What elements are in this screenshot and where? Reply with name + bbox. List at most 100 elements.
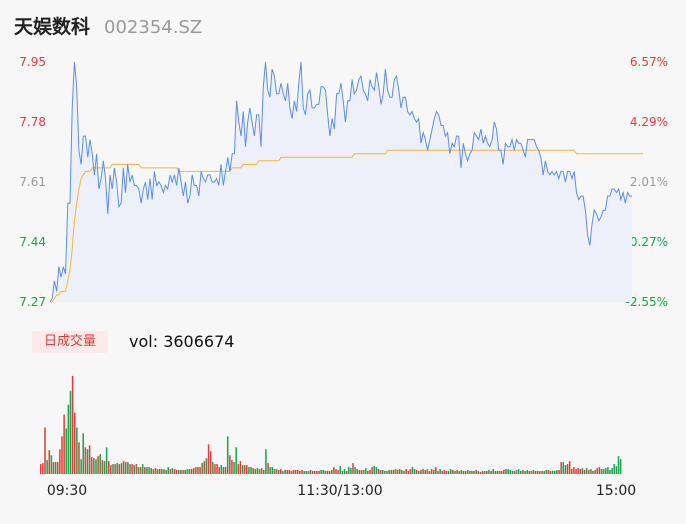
volume-bar: [280, 469, 282, 474]
percent-tick-label: -0.27%: [626, 235, 668, 249]
volume-bar: [607, 467, 609, 474]
volume-bar: [566, 464, 569, 474]
volume-bars: [40, 376, 622, 474]
volume-bar: [44, 427, 46, 474]
volume-bar: [59, 449, 61, 474]
volume-bar: [473, 471, 475, 474]
volume-bar: [401, 470, 403, 474]
volume-bar: [617, 456, 620, 474]
volume-badge: 日成交量: [32, 331, 108, 353]
volume-bar: [133, 465, 135, 474]
volume-bar: [288, 470, 291, 474]
volume-readout: vol: 3606674: [129, 331, 234, 353]
volume-bar: [449, 469, 452, 474]
volume-bar: [103, 461, 106, 474]
volume-bar: [95, 459, 97, 474]
volume-bar: [226, 436, 229, 474]
volume-bar: [61, 436, 63, 474]
volume-bar: [50, 455, 53, 474]
volume-bar: [333, 467, 335, 474]
volume-bar: [619, 459, 622, 474]
volume-bar: [528, 471, 531, 474]
volume-bar: [144, 467, 146, 474]
volume-bar: [347, 467, 350, 474]
volume-bar: [526, 470, 528, 474]
volume-bar: [345, 471, 348, 474]
volume-bar: [203, 461, 206, 474]
volume-bar: [161, 469, 163, 474]
volume-bar: [596, 468, 599, 474]
volume-bar: [488, 470, 490, 474]
volume-bar: [99, 454, 101, 474]
price-axis: 7.95 7.78 7.61 7.44 7.27: [19, 55, 46, 309]
volume-bar: [577, 468, 579, 474]
volume-bar: [139, 467, 142, 474]
volume-bar: [124, 462, 127, 474]
volume-bar: [137, 467, 140, 474]
volume-bar: [475, 470, 477, 474]
volume-bar: [524, 471, 526, 474]
volume-bar: [562, 462, 565, 474]
volume-bar: [420, 470, 422, 474]
volume-prefix: vol:: [129, 332, 164, 351]
volume-bar: [460, 470, 463, 474]
volume-bar: [337, 470, 339, 474]
percent-tick-label: 2.01%: [630, 175, 668, 189]
volume-bar: [422, 469, 424, 474]
volume-bar: [182, 470, 184, 474]
volume-bar: [286, 470, 288, 474]
volume-bar: [360, 470, 363, 474]
volume-bar: [209, 451, 212, 474]
volume-bar: [490, 471, 492, 474]
volume-bar: [375, 467, 378, 474]
volume-bar: [432, 470, 435, 474]
volume-bar: [331, 470, 333, 474]
volume-bar: [67, 404, 70, 474]
volume-bar: [173, 469, 176, 474]
volume-bar: [369, 470, 371, 474]
volume-bar: [583, 470, 586, 474]
volume-bar: [594, 470, 596, 474]
volume-bar: [154, 468, 157, 474]
volume-bar: [292, 470, 295, 474]
volume-bar: [398, 469, 401, 474]
volume-bar: [214, 464, 216, 474]
volume-bar: [362, 470, 365, 474]
volume-bar: [456, 470, 458, 474]
volume-bar: [411, 467, 414, 474]
volume-bar: [602, 469, 605, 474]
volume-bar: [316, 471, 318, 474]
volume-bar: [314, 471, 316, 474]
volume-bar: [78, 442, 80, 474]
volume-bar: [537, 471, 539, 474]
volume-bar: [275, 469, 278, 474]
volume-bar: [505, 469, 507, 474]
volume-bar: [122, 461, 125, 474]
volume-bar: [84, 447, 87, 474]
volume-bar: [520, 471, 522, 474]
volume-bar: [352, 463, 354, 474]
volume-bar: [235, 447, 237, 474]
volume-bar: [197, 467, 199, 474]
volume-bar: [250, 467, 252, 474]
volume-bar: [156, 469, 159, 474]
volume-bar: [114, 464, 116, 474]
volume-bar: [592, 471, 594, 474]
volume-bar: [326, 471, 329, 474]
percent-tick-label: -2.55%: [626, 295, 668, 309]
price-tick-label: 7.27: [19, 295, 46, 309]
volume-bar: [445, 471, 448, 474]
volume-bar: [364, 468, 367, 474]
volume-bar: [564, 465, 567, 474]
volume-bar: [611, 468, 613, 474]
volume-bar: [212, 462, 214, 474]
volume-bar: [377, 469, 380, 474]
volume-bar: [515, 470, 518, 474]
volume-bar: [560, 462, 562, 474]
volume-bar: [135, 464, 138, 474]
volume-bar: [201, 463, 203, 474]
volume-bar: [373, 466, 376, 474]
volume-bar: [511, 471, 514, 474]
volume-bar: [184, 470, 186, 474]
volume-bar: [430, 469, 433, 474]
